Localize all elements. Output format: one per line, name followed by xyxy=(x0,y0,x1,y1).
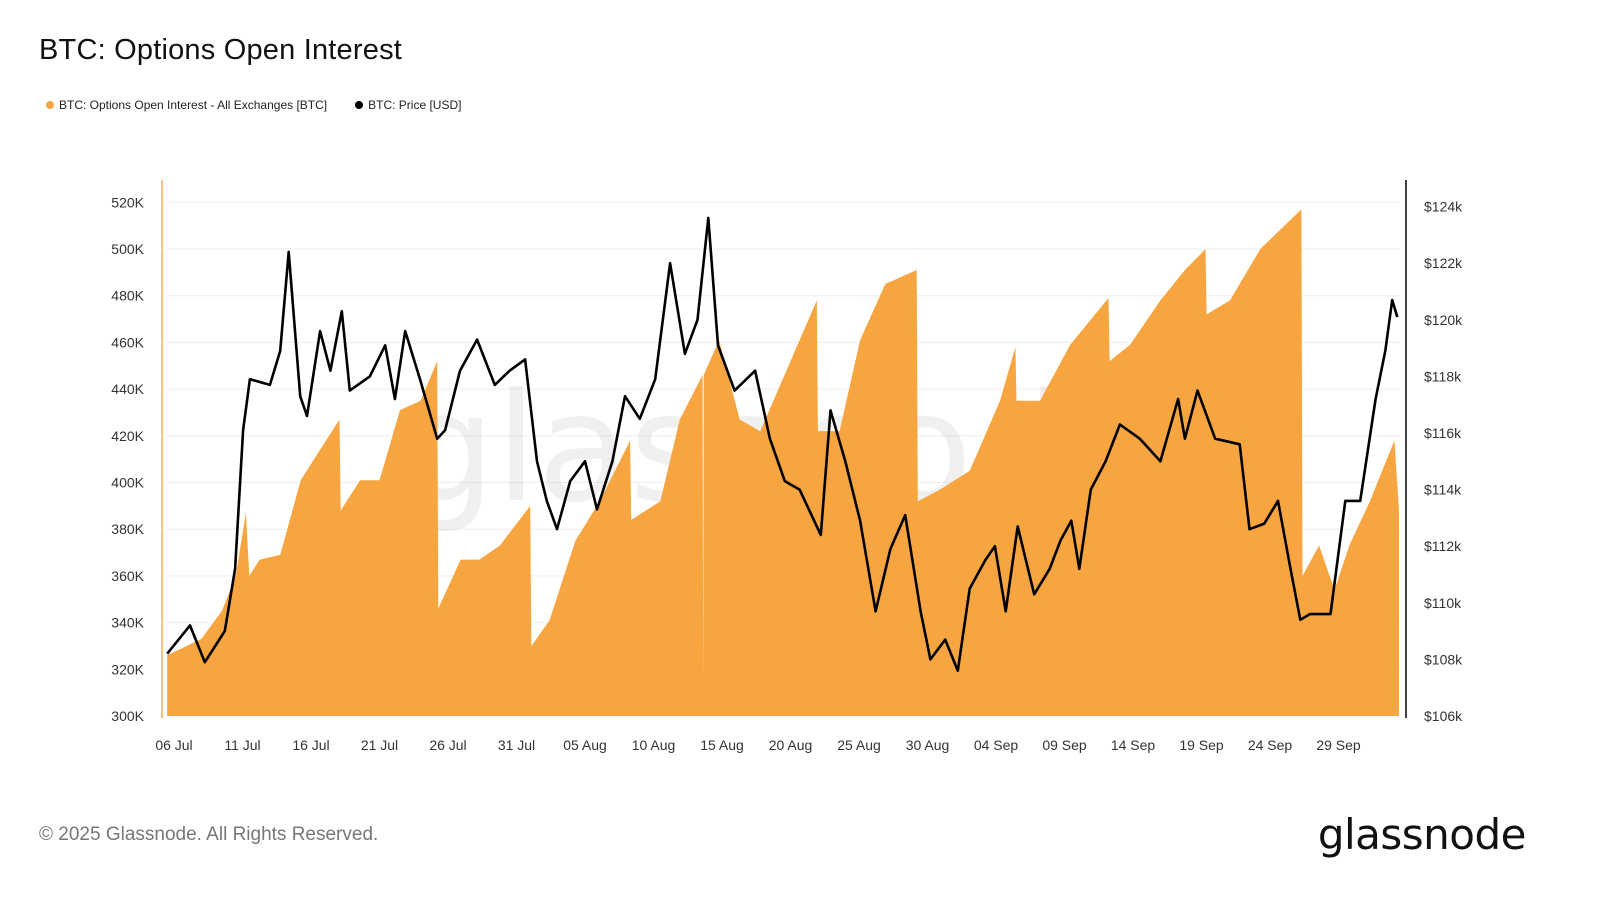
copyright: © 2025 Glassnode. All Rights Reserved. xyxy=(39,824,379,845)
x-axis-tick-label: 06 Jul xyxy=(155,737,192,753)
legend-label: BTC: Options Open Interest - All Exchang… xyxy=(59,98,328,112)
x-axis-tick-label: 15 Aug xyxy=(700,737,744,753)
x-axis-tick-label: 10 Aug xyxy=(632,737,676,753)
x-axis-tick-label: 31 Jul xyxy=(498,737,535,753)
x-axis-tick-label: 19 Sep xyxy=(1179,737,1224,753)
legend-swatch-orange xyxy=(46,101,54,109)
right-axis-tick-label: $106k xyxy=(1424,708,1463,724)
x-axis-tick-label: 25 Aug xyxy=(837,737,881,753)
right-axis-tick-label: $118k xyxy=(1424,368,1462,384)
left-axis-tick-label: 320K xyxy=(111,661,144,677)
left-axis-tick-label: 400K xyxy=(111,475,144,491)
x-axis-tick-label: 16 Jul xyxy=(292,737,329,753)
left-axis-tick-label: 440K xyxy=(111,381,144,397)
x-axis-tick-label: 21 Jul xyxy=(361,737,398,753)
chart-title: BTC: Options Open Interest xyxy=(39,34,403,66)
right-axis-tick-label: $110k xyxy=(1424,595,1462,611)
legend-item-open-interest[interactable]: BTC: Options Open Interest - All Exchang… xyxy=(46,98,327,112)
left-axis-tick-label: 360K xyxy=(111,568,144,584)
x-axis-tick-label: 29 Sep xyxy=(1316,737,1361,753)
x-axis-tick-label: 05 Aug xyxy=(563,737,607,753)
legend-item-price[interactable]: BTC: Price [USD] xyxy=(355,98,461,112)
x-axis-tick-label: 14 Sep xyxy=(1111,737,1156,753)
legend: BTC: Options Open Interest - All Exchang… xyxy=(46,98,461,112)
left-axis-tick-label: 340K xyxy=(111,615,144,631)
right-axis-tick-label: $112k xyxy=(1424,538,1462,554)
x-axis-tick-label: 24 Sep xyxy=(1248,737,1293,753)
x-axis-tick-label: 20 Aug xyxy=(769,737,813,753)
left-axis-tick-label: 380K xyxy=(111,521,144,537)
left-axis-tick-label: 520K xyxy=(111,194,144,210)
right-axis-tick-label: $116k xyxy=(1424,425,1462,441)
x-axis-tick-label: 11 Jul xyxy=(224,737,260,753)
glassnode-logo[interactable]: glassnode xyxy=(1317,810,1527,859)
x-axis-tick-label: 04 Sep xyxy=(974,737,1019,753)
open-interest-area xyxy=(167,209,1399,717)
legend-label: BTC: Price [USD] xyxy=(368,98,462,112)
left-axis-tick-label: 500K xyxy=(111,241,144,257)
right-axis-tick-label: $108k xyxy=(1424,651,1463,667)
left-axis-tick-label: 460K xyxy=(111,334,144,350)
left-axis-tick-label: 480K xyxy=(111,288,144,304)
right-axis-tick-label: $122k xyxy=(1424,255,1463,271)
left-axis-tick-label: 300K xyxy=(111,708,144,724)
x-axis-tick-label: 09 Sep xyxy=(1042,737,1087,753)
right-axis-tick-label: $120k xyxy=(1424,312,1463,328)
right-axis-tick-label: $114k xyxy=(1424,482,1462,498)
legend-swatch-black xyxy=(355,101,364,109)
left-axis-tick-label: 420K xyxy=(111,428,144,444)
price-line xyxy=(166,216,1399,672)
right-axis-tick-label: $124k xyxy=(1424,199,1463,215)
x-axis-tick-label: 30 Aug xyxy=(906,737,950,753)
x-axis-tick-label: 26 Jul xyxy=(429,737,466,753)
